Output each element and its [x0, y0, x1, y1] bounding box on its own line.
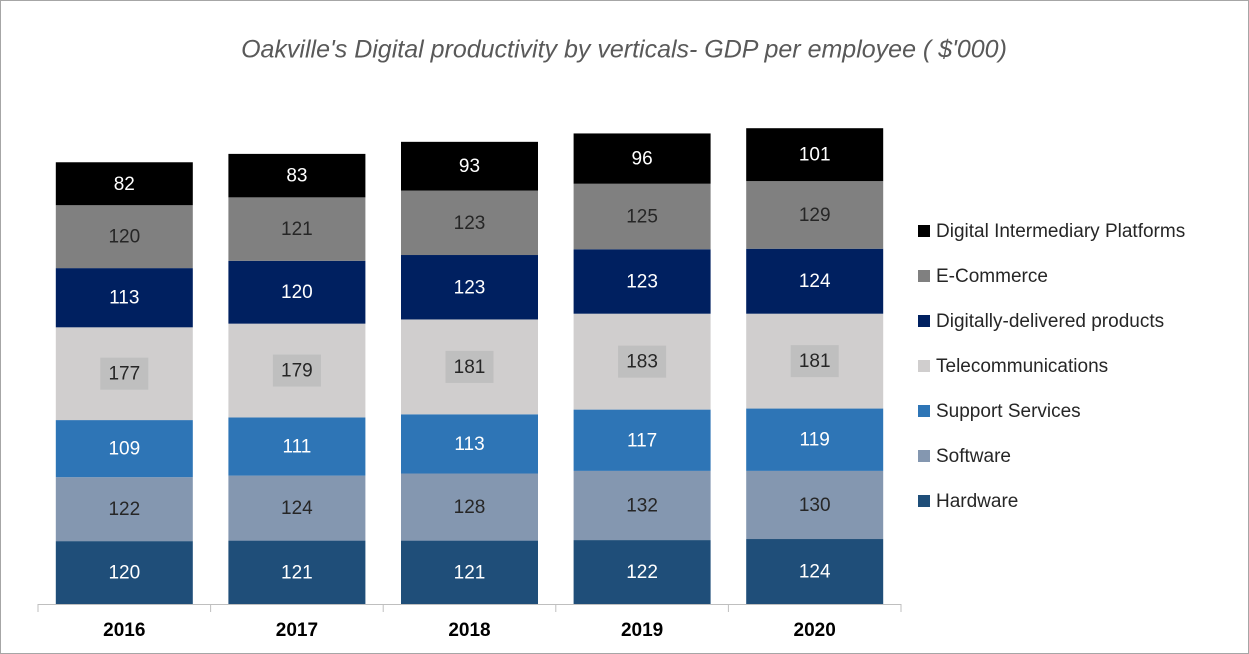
- bar-segment: [573, 133, 711, 184]
- data-label: 96: [632, 149, 653, 170]
- data-label: 111: [282, 437, 311, 458]
- bar-segment: [228, 260, 366, 324]
- legend-swatch: [918, 450, 930, 462]
- chart-title: Oakville's Digital productivity by verti…: [241, 36, 1007, 64]
- bar-segment: [401, 414, 538, 474]
- legend-swatch: [918, 495, 930, 507]
- legend-swatch: [918, 225, 930, 237]
- data-label: 121: [281, 562, 313, 583]
- data-label: 119: [800, 430, 830, 451]
- x-tick-label: 2020: [794, 620, 836, 641]
- data-label: 130: [799, 495, 831, 516]
- legend-label: Hardware: [936, 491, 1018, 512]
- legend-label: Software: [936, 446, 1011, 467]
- bar-segment: [746, 470, 884, 540]
- data-label: 181: [454, 357, 486, 378]
- data-label: 113: [454, 434, 484, 455]
- x-tick-label: 2016: [103, 620, 145, 641]
- bar-segment: [573, 183, 711, 250]
- data-label: 181: [799, 351, 831, 372]
- data-label-box: [445, 350, 494, 383]
- bar-segment: [55, 477, 193, 542]
- x-tick-label: 2017: [276, 620, 318, 641]
- data-label: 122: [626, 562, 658, 583]
- data-label: 121: [454, 562, 486, 583]
- data-label: 117: [627, 430, 657, 451]
- x-tick-label: 2019: [621, 620, 663, 641]
- bar-segment: [401, 540, 538, 604]
- data-label: 82: [114, 174, 135, 195]
- bar-segment: [401, 255, 538, 320]
- legend-label: E-Commerce: [936, 266, 1048, 287]
- bar-segment: [573, 540, 711, 604]
- data-label: 124: [799, 271, 831, 292]
- data-label: 101: [799, 145, 831, 166]
- bar-segment: [55, 205, 193, 269]
- bar-segment: [228, 540, 366, 604]
- legend-swatch: [918, 270, 930, 282]
- bar-segment: [401, 473, 538, 541]
- data-label: 121: [281, 219, 313, 240]
- data-label-box: [618, 345, 667, 378]
- bar-segment: [55, 420, 193, 478]
- legend-label: Digitally-delivered products: [936, 311, 1164, 332]
- bar-segment: [228, 197, 366, 261]
- data-label: 177: [108, 364, 140, 385]
- bar-segment: [55, 541, 193, 604]
- data-label: 120: [108, 227, 140, 248]
- data-label: 129: [799, 205, 831, 226]
- legend-swatch: [918, 405, 930, 417]
- bar-segment: [228, 153, 366, 198]
- bar-segment: [746, 539, 884, 604]
- data-label-box: [100, 357, 149, 390]
- data-label-box: [790, 345, 839, 378]
- data-label: 124: [281, 498, 313, 519]
- data-label: 124: [799, 562, 831, 583]
- data-label: 123: [626, 271, 658, 292]
- bar-segment: [401, 141, 538, 191]
- legend-label: Telecommunications: [936, 356, 1108, 377]
- data-label: 123: [454, 277, 486, 298]
- bar-segment: [573, 249, 711, 314]
- data-label: 120: [281, 282, 313, 303]
- legend-label: Support Services: [936, 401, 1081, 422]
- legend-swatch: [918, 360, 930, 372]
- data-label: 83: [286, 166, 307, 187]
- data-label: 120: [108, 563, 140, 584]
- data-label: 93: [459, 156, 480, 177]
- data-label: 132: [626, 496, 658, 517]
- bar-segment: [573, 409, 711, 471]
- data-label: 183: [626, 352, 658, 373]
- bar-segment: [746, 128, 884, 182]
- bar-segment: [746, 181, 884, 249]
- data-label: 113: [109, 288, 139, 309]
- data-label: 122: [108, 499, 140, 520]
- bar-segment: [228, 475, 366, 541]
- bar-segment: [55, 268, 193, 328]
- legend-swatch: [918, 315, 930, 327]
- data-label: 125: [626, 207, 658, 228]
- bar-segment: [401, 190, 538, 256]
- data-label: 123: [454, 213, 486, 234]
- bar-segment: [746, 408, 884, 471]
- data-label: 179: [281, 361, 313, 382]
- data-label: 128: [454, 497, 486, 518]
- data-label-box: [272, 354, 321, 387]
- bar-segment: [746, 248, 884, 314]
- x-tick-label: 2018: [448, 620, 490, 641]
- bar-segment: [573, 470, 711, 541]
- bar-segment: [228, 417, 366, 476]
- data-label: 109: [108, 439, 140, 460]
- legend-label: Digital Intermediary Platforms: [936, 221, 1185, 242]
- bar-segment: [55, 162, 193, 206]
